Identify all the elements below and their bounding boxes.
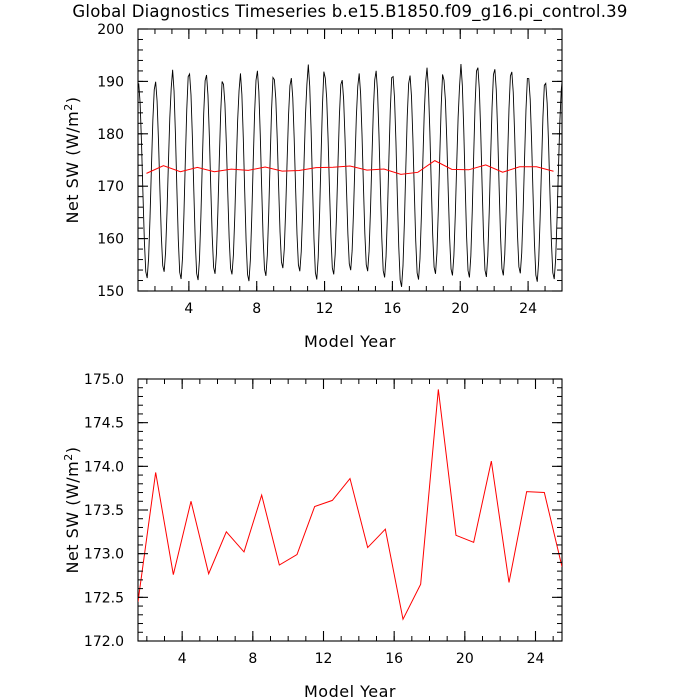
series-group	[138, 64, 562, 287]
y-tick-label: 172.5	[84, 590, 124, 606]
y-tick-label: 180	[97, 127, 124, 143]
x-axis-title: Model Year	[304, 332, 396, 351]
y-tick-label: 160	[97, 232, 124, 248]
x-tick-label: 20	[451, 301, 469, 317]
y-axis-title-base: Net SW (W/m	[63, 461, 82, 574]
y-tick-label: 173.5	[84, 503, 124, 519]
y-tick-label: 175.0	[84, 372, 124, 388]
series-group	[138, 389, 562, 621]
y-tick-label: 170	[97, 179, 124, 195]
monthly-series-line	[138, 64, 562, 287]
x-tick-label: 24	[519, 301, 537, 317]
y-tick-label: 200	[97, 22, 124, 38]
annual-mean-series-line	[138, 389, 562, 621]
x-tick-label: 4	[184, 301, 193, 317]
y-tick-label: 174.0	[84, 459, 124, 475]
chart-title: Global Diagnostics Timeseries b.e15.B185…	[72, 2, 628, 21]
y-tick-label: 172.0	[84, 634, 124, 650]
x-tick-label: 12	[316, 301, 334, 317]
y-axis-title-close: )	[63, 96, 82, 103]
y-axis-title-close: )	[63, 446, 82, 453]
y-axis-title-superscript: 2	[62, 103, 75, 111]
y-axis-title-superscript: 2	[62, 453, 75, 461]
x-tick-label: 16	[383, 301, 401, 317]
x-axis-title: Model Year	[304, 682, 396, 700]
top-panel-monthly-and-annual: 4 8 12 16 20 24 150 160 170 180 190 200 Model Year Ne…	[62, 22, 563, 351]
x-tick-label: 20	[456, 651, 474, 667]
plot-frame	[137, 28, 563, 292]
y-axis-title: Net SW (W/m2)	[62, 96, 82, 223]
y-tick-label: 174.5	[84, 416, 124, 432]
x-tick-label: 24	[527, 651, 545, 667]
x-tick-label: 16	[385, 651, 403, 667]
x-tick-label: 4	[178, 651, 187, 667]
annual-mean-series-line	[146, 160, 554, 175]
y-tick-label: 190	[97, 74, 124, 90]
y-tick-label: 173.0	[84, 547, 124, 563]
y-axis-title: Net SW (W/m2)	[62, 446, 82, 573]
bottom-panel-annual-mean: 4 8 12 16 20 24 172.0 172.5 173.0 173.5 174.0 174.5…	[62, 372, 563, 700]
x-tick-label: 8	[248, 651, 257, 667]
y-axis-title-base: Net SW (W/m	[63, 111, 82, 224]
x-tick-label: 12	[315, 651, 333, 667]
x-tick-label: 8	[252, 301, 261, 317]
y-tick-label: 150	[97, 284, 124, 300]
